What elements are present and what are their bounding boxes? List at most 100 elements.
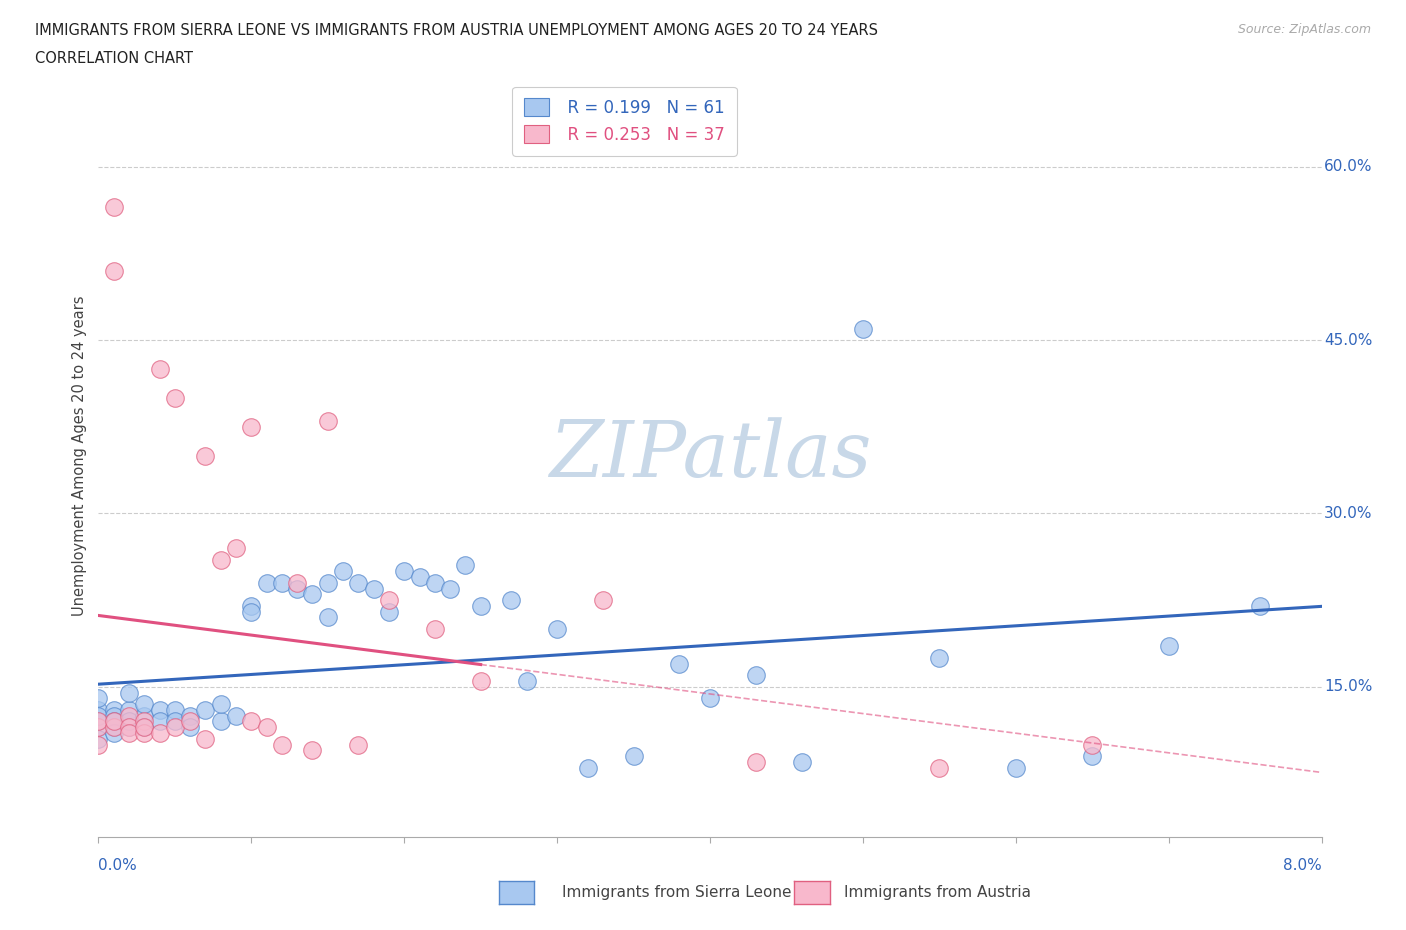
Text: ZIPatlas: ZIPatlas (548, 418, 872, 494)
Point (423, 621, 446, 636)
Point (790, 754, 813, 769)
Point (103, 702, 125, 717)
Point (316, 610, 339, 625)
Point (668, 657, 690, 671)
Point (423, 576, 446, 591)
Point (501, 592, 523, 607)
Text: 8.0%: 8.0% (1282, 857, 1322, 872)
Point (87, 720, 110, 735)
Point (470, 673, 492, 688)
Point (118, 720, 141, 735)
Point (87, 737, 110, 752)
Point (149, 725, 172, 740)
Point (928, 760, 950, 775)
Point (1157, 639, 1180, 654)
Point (516, 673, 538, 688)
Point (209, 714, 232, 729)
Point (118, 709, 141, 724)
Point (103, 709, 125, 724)
Point (87, 731, 110, 746)
Point (240, 714, 263, 729)
Point (240, 419, 263, 434)
Point (256, 720, 278, 735)
Point (240, 599, 263, 614)
Point (163, 391, 186, 405)
Point (225, 540, 247, 555)
Point (134, 720, 156, 735)
Point (1081, 737, 1104, 752)
Point (576, 760, 599, 775)
Point (285, 581, 308, 596)
Point (623, 749, 645, 764)
Point (103, 714, 125, 729)
Point (163, 720, 186, 735)
Point (87, 709, 110, 724)
Text: Source: ZipAtlas.com: Source: ZipAtlas.com (1237, 23, 1371, 36)
Point (316, 414, 339, 429)
Point (134, 709, 156, 724)
Point (439, 581, 461, 596)
Point (301, 743, 323, 758)
Point (852, 321, 875, 336)
Point (103, 720, 125, 735)
Point (118, 685, 141, 700)
Point (316, 576, 339, 591)
Point (149, 714, 172, 729)
Point (745, 754, 768, 769)
Point (179, 720, 201, 735)
Point (103, 200, 125, 215)
Point (103, 714, 125, 729)
Point (103, 263, 125, 278)
Point (134, 714, 156, 729)
Point (928, 650, 950, 665)
Point (163, 714, 186, 729)
Text: Immigrants from Austria: Immigrants from Austria (844, 885, 1031, 900)
Point (87, 714, 110, 729)
Point (546, 621, 568, 636)
Point (118, 714, 141, 729)
Text: 0.0%: 0.0% (98, 857, 138, 872)
Point (270, 737, 294, 752)
Point (87, 720, 110, 735)
Point (179, 714, 201, 729)
Text: Immigrants from Sierra Leone: Immigrants from Sierra Leone (562, 885, 792, 900)
Point (103, 720, 125, 735)
Point (285, 576, 308, 591)
Point (270, 576, 294, 591)
Point (256, 576, 278, 591)
Legend:   R = 0.199   N = 61,   R = 0.253   N = 37: R = 0.199 N = 61, R = 0.253 N = 37 (512, 86, 737, 155)
Point (87, 702, 110, 717)
Point (240, 604, 263, 619)
Point (149, 362, 172, 377)
Text: 45.0%: 45.0% (1324, 333, 1372, 348)
Point (592, 592, 614, 607)
Point (408, 569, 430, 584)
Text: IMMIGRANTS FROM SIERRA LEONE VS IMMIGRANTS FROM AUSTRIA UNEMPLOYMENT AMONG AGES : IMMIGRANTS FROM SIERRA LEONE VS IMMIGRAN… (35, 23, 879, 38)
Point (194, 702, 217, 717)
Point (179, 709, 201, 724)
Point (378, 592, 401, 607)
Point (103, 725, 125, 740)
Point (347, 576, 370, 591)
Y-axis label: Unemployment Among Ages 20 to 24 years: Unemployment Among Ages 20 to 24 years (72, 296, 87, 616)
Point (1081, 749, 1104, 764)
Point (209, 552, 232, 567)
Point (118, 725, 141, 740)
Text: CORRELATION CHART: CORRELATION CHART (35, 51, 193, 66)
Point (194, 731, 217, 746)
Point (301, 587, 323, 602)
Point (1004, 760, 1026, 775)
Text: 15.0%: 15.0% (1324, 679, 1372, 695)
Point (87, 691, 110, 706)
Point (134, 725, 156, 740)
Point (134, 697, 156, 711)
Point (87, 714, 110, 729)
Point (363, 581, 385, 596)
Point (163, 702, 186, 717)
Point (347, 737, 370, 752)
Point (194, 448, 217, 463)
Point (209, 697, 232, 711)
Text: 60.0%: 60.0% (1324, 159, 1372, 174)
Point (392, 564, 416, 578)
Point (1249, 599, 1271, 614)
